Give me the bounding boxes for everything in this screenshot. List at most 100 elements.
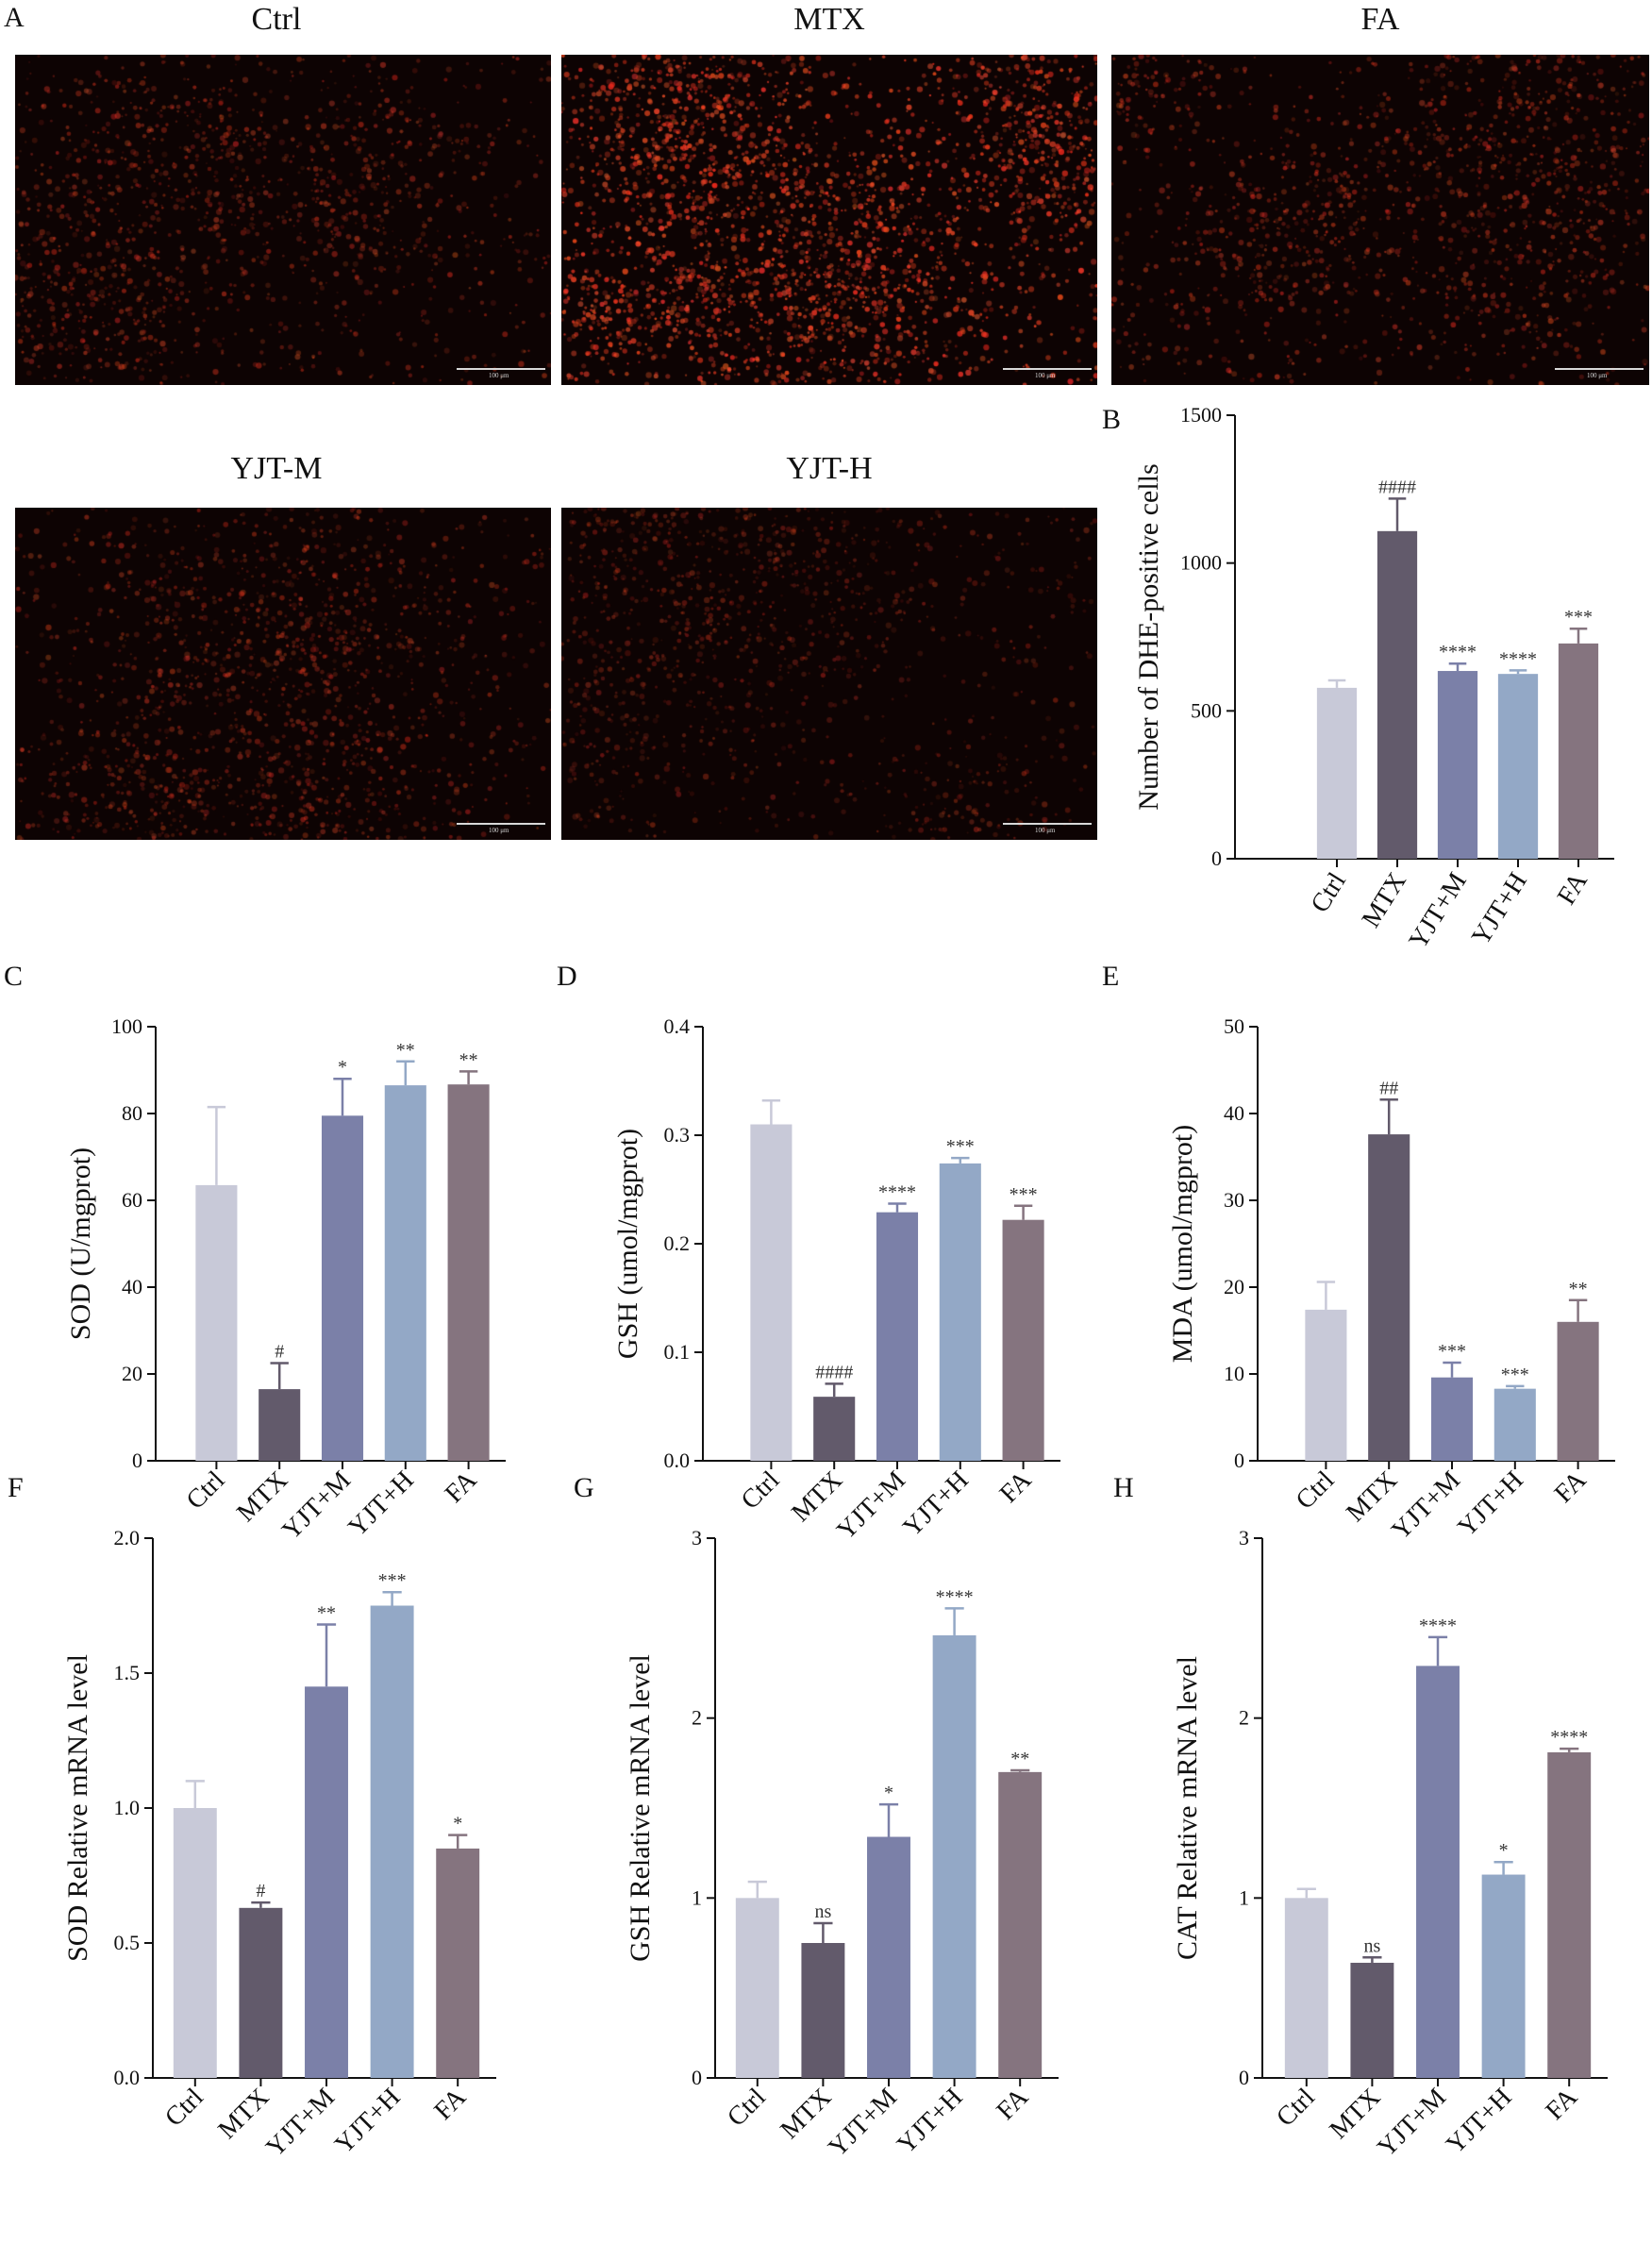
bar-ctrl [750, 1125, 792, 1462]
x-tick-label: FA [1549, 1465, 1593, 1508]
x-tick-label: MTX [212, 2083, 275, 2145]
y-tick-label: 1.5 [114, 1661, 141, 1684]
x-tick-label: YJT+H [1452, 1465, 1528, 1542]
bar-mtx [1377, 531, 1417, 859]
y-tick-label: 0.2 [664, 1231, 691, 1255]
bar-ctrl [1285, 1898, 1328, 2078]
x-tick-label: FA [994, 1465, 1038, 1508]
bar-ctrl [195, 1185, 237, 1461]
bar-yjt-h [933, 1635, 976, 2078]
significance-label: ** [396, 1040, 415, 1061]
significance-label: ** [1010, 1749, 1029, 1769]
x-tick-label: MTX [775, 2083, 837, 2145]
chart-b: 0 500 1000 1500 Number of DHE-positive cells… [1133, 403, 1614, 954]
x-tick-label: Ctrl [736, 1465, 786, 1516]
x-tick-label: FA [991, 2082, 1034, 2125]
bar-yjt-m [876, 1213, 918, 1461]
y-tick-label: 80 [122, 1101, 142, 1125]
bar-fa [1003, 1220, 1044, 1461]
y-tick-label: 1500 [1180, 403, 1222, 427]
x-tick-label: FA [440, 1465, 483, 1508]
y-tick-label: 0.3 [664, 1123, 691, 1147]
significance-label: *** [1501, 1365, 1529, 1385]
significance-label: **** [1419, 1616, 1457, 1636]
x-tick-label: Ctrl [159, 2083, 209, 2133]
y-tick-label: 0 [132, 1449, 142, 1472]
y-tick-label: 3 [692, 1526, 702, 1549]
y-tick-label: 0.4 [664, 1014, 691, 1038]
bar-yjt-m [305, 1686, 348, 2078]
significance-label: #### [1378, 477, 1416, 497]
significance-label: **** [936, 1586, 974, 1607]
y-axis-label: MDA (umol/mgprot) [1167, 1125, 1198, 1364]
x-tick-label: Ctrl [181, 1465, 231, 1516]
x-tick-label: FA [428, 2082, 472, 2125]
bar-yjt-m [1438, 671, 1477, 859]
y-tick-label: 0.5 [114, 1931, 141, 1954]
significance-label: **** [1550, 1727, 1588, 1748]
bar-yjt-m [867, 1837, 910, 2078]
x-tick-label: YJT+H [897, 1465, 974, 1542]
y-tick-label: 0 [1239, 2066, 1249, 2089]
significance-label: *** [1564, 607, 1593, 628]
y-tick-label: 40 [1224, 1101, 1244, 1125]
significance-label: ## [1379, 1078, 1398, 1098]
x-tick-label: Ctrl [1291, 1465, 1341, 1516]
x-tick-label: YJT+M [1372, 2083, 1452, 2163]
bar-ctrl [736, 1898, 779, 2078]
x-tick-label: Ctrl [1271, 2083, 1321, 2133]
y-axis-label: SOD Relative mRNA level [62, 1654, 93, 1962]
y-axis-label: GSH (umol/mgprot) [612, 1129, 643, 1359]
y-axis-label: Number of DHE-positive cells [1133, 463, 1164, 810]
significance-label: ns [815, 1901, 832, 1922]
x-tick-label: YJT+M [823, 2083, 903, 2163]
y-tick-label: 20 [1224, 1275, 1244, 1298]
x-tick-label: YJT+H [892, 2083, 968, 2159]
significance-label: ns [1364, 1935, 1381, 1956]
bar-ctrl [1317, 688, 1357, 859]
bar-yjt-m [1416, 1666, 1460, 2078]
bar-mtx [259, 1389, 300, 1461]
y-tick-label: 1000 [1180, 551, 1222, 575]
y-tick-label: 2 [692, 1706, 702, 1730]
bar-fa [436, 1849, 479, 2078]
y-tick-label: 3 [1239, 1526, 1249, 1549]
y-tick-label: 40 [122, 1275, 142, 1298]
y-tick-label: 60 [122, 1188, 142, 1212]
y-tick-label: 0 [692, 2066, 702, 2089]
significance-label: **** [878, 1181, 916, 1202]
bar-fa [1547, 1752, 1591, 2078]
x-tick-label: YJT+M [1386, 1465, 1466, 1546]
x-tick-label: YJT+M [276, 1465, 357, 1546]
significance-label: # [256, 1881, 265, 1901]
significance-label: **** [1439, 642, 1477, 662]
bar-yjt-h [371, 1606, 414, 2079]
significance-label: * [884, 1783, 893, 1803]
y-tick-label: 20 [122, 1362, 142, 1385]
x-tick-label: MTX [1324, 2083, 1386, 2145]
y-tick-label: 500 [1191, 698, 1222, 722]
y-tick-label: 100 [111, 1014, 142, 1038]
x-tick-label: Ctrl [722, 2083, 772, 2133]
bar-yjt-m [1431, 1378, 1473, 1461]
x-tick-label: Ctrl [1306, 867, 1352, 918]
x-tick-label: YJT+H [329, 2083, 406, 2159]
x-tick-label: YJT+M [260, 2083, 341, 2163]
bar-fa [1558, 1322, 1599, 1461]
significance-label: *** [1438, 1341, 1466, 1362]
significance-label: # [275, 1342, 284, 1363]
bar-yjt-h [940, 1164, 981, 1461]
significance-label: * [338, 1057, 347, 1078]
y-axis-label: SOD (U/mgprot) [65, 1147, 96, 1340]
y-tick-label: 0 [1234, 1449, 1244, 1472]
y-tick-label: 2.0 [114, 1526, 141, 1549]
significance-label: * [1499, 1840, 1509, 1861]
y-tick-label: 1 [692, 1885, 702, 1909]
y-tick-label: 50 [1224, 1014, 1244, 1038]
y-tick-label: 0.0 [664, 1449, 691, 1472]
bar-mtx [813, 1397, 855, 1461]
bar-fa [448, 1084, 490, 1461]
